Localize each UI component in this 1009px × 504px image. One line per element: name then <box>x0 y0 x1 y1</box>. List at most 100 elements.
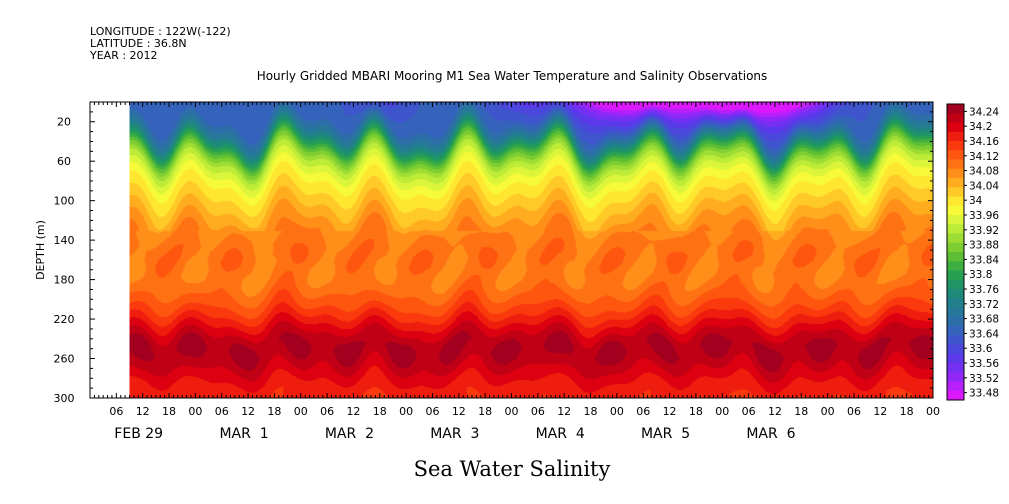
x-hour-label: 12 <box>452 405 466 418</box>
x-hour-label: 12 <box>873 405 887 418</box>
colorbar-label: 33.72 <box>969 299 999 311</box>
colorbar-label: 33.6 <box>969 343 993 355</box>
x-date-label: FEB 29 <box>114 426 163 442</box>
x-date-label: MAR 3 <box>430 426 479 442</box>
x-hour-label: 00 <box>294 405 308 418</box>
colorbar-swatch <box>947 344 964 355</box>
x-hour-label: 12 <box>663 405 677 418</box>
colorbar-label: 34.08 <box>969 166 999 178</box>
x-date-label: MAR 4 <box>536 426 585 442</box>
colorbar-swatch <box>947 141 964 151</box>
x-date-label: MAR 2 <box>325 426 374 442</box>
colorbar-swatch <box>947 381 964 392</box>
colorbar-swatch <box>947 122 964 133</box>
x-hour-label: 18 <box>794 405 808 418</box>
y-tick-label: 180 <box>54 274 75 287</box>
colorbar-label: 33.84 <box>969 254 999 266</box>
y-tick-label: 220 <box>54 313 75 326</box>
colorbar-swatch <box>947 390 964 401</box>
colorbar-swatch <box>947 335 964 345</box>
colorbar-swatch <box>947 196 964 207</box>
x-hour-label: 12 <box>768 405 782 418</box>
colorbar-frame <box>946 103 965 401</box>
x-date-label: MAR 5 <box>641 426 690 442</box>
y-tick-label: 140 <box>54 234 75 247</box>
colorbar-label: 33.8 <box>969 269 992 281</box>
colorbar-swatch <box>947 233 964 244</box>
colorbar-label: 33.52 <box>969 373 999 385</box>
colorbar-swatch <box>947 316 964 327</box>
y-axis-label: DEPTH (m) <box>34 220 47 280</box>
x-date-label: MAR 1 <box>219 426 268 442</box>
x-hour-label: 18 <box>689 405 703 418</box>
x-hour-label: 06 <box>109 405 123 418</box>
x-hour-label: 06 <box>847 405 861 418</box>
x-hour-label: 18 <box>267 405 281 418</box>
y-tick-label: 260 <box>54 353 75 366</box>
x-hour-label: 18 <box>373 405 387 418</box>
colorbar-swatch <box>947 298 964 308</box>
x-hour-label: 12 <box>346 405 360 418</box>
colorbar-swatch <box>947 261 964 271</box>
colorbar-swatch <box>947 187 964 197</box>
colorbar-swatch <box>947 289 964 299</box>
colorbar-label: 33.56 <box>969 358 999 370</box>
x-hour-label: 18 <box>584 405 598 418</box>
colorbar-swatch <box>947 326 964 336</box>
colorbar-swatch <box>947 224 964 234</box>
colorbar-swatch <box>947 242 964 253</box>
longitude-label: LONGITUDE : 122W(-122) <box>90 25 231 38</box>
x-hour-label: 06 <box>215 405 229 418</box>
x-hour-label: 00 <box>715 405 729 418</box>
colorbar-swatch <box>947 372 964 382</box>
salinity-heatmap <box>129 102 933 398</box>
x-hour-label: 06 <box>531 405 545 418</box>
colorbar-swatch <box>947 270 964 281</box>
colorbar-swatch <box>947 205 964 216</box>
x-hour-label: 00 <box>505 405 519 418</box>
colorbar-label: 33.88 <box>969 240 999 252</box>
x-hour-label: 00 <box>399 405 413 418</box>
colorbar-label: 33.64 <box>969 328 999 340</box>
chart-subtitle: Sea Water Salinity <box>414 457 611 481</box>
x-hour-label: 00 <box>610 405 624 418</box>
colorbar-label: 33.48 <box>969 388 999 400</box>
x-hour-label: 00 <box>821 405 835 418</box>
x-axis: 06 12 18 00 06 12 18 00 06 12 18 00 06 12 18 00 06 12 18 00… <box>89 102 940 442</box>
x-hour-label: 12 <box>241 405 255 418</box>
colorbar-swatch <box>947 252 964 262</box>
x-hour-label: 06 <box>320 405 334 418</box>
y-tick-label: 20 <box>57 116 71 129</box>
colorbar-label: 33.96 <box>969 210 999 222</box>
x-hour-label: 00 <box>188 405 202 418</box>
x-hour-label: 18 <box>478 405 492 418</box>
chart-title: Hourly Gridded MBARI Mooring M1 Sea Wate… <box>257 69 768 83</box>
colorbar-label: 33.76 <box>969 284 999 296</box>
colorbar-label: 33.92 <box>969 225 999 237</box>
colorbar-swatch <box>947 150 964 160</box>
year-label: YEAR : 2012 <box>89 49 158 62</box>
x-hour-label: 00 <box>926 405 940 418</box>
colorbar-swatch <box>947 279 964 290</box>
colorbar-label: 34.16 <box>969 136 999 148</box>
x-hour-label: 06 <box>425 405 439 418</box>
colorbar-swatch <box>947 307 964 318</box>
colorbar: 34.24 34.2 34.16 34.12 34.08 34.04 34 33.96 33.9… <box>946 103 999 401</box>
colorbar-swatch <box>947 159 964 170</box>
colorbar-label: 34.04 <box>969 180 999 192</box>
colorbar-swatch <box>947 168 964 179</box>
latitude-label: LATITUDE : 36.8N <box>90 37 187 50</box>
y-axis: 20 60 100 140 180 220 260 300 <box>54 101 933 405</box>
y-tick-label: 60 <box>57 155 71 168</box>
colorbar-swatch <box>947 363 964 373</box>
x-hour-label: 18 <box>900 405 914 418</box>
colorbar-swatch <box>947 178 964 188</box>
plot-area <box>89 101 934 399</box>
colorbar-label: 34 <box>969 195 983 207</box>
x-hour-label: 06 <box>742 405 756 418</box>
colorbar-label: 34.12 <box>969 151 999 163</box>
colorbar-swatch <box>947 353 964 364</box>
colorbar-swatch <box>947 104 964 114</box>
x-hour-label: 06 <box>636 405 650 418</box>
